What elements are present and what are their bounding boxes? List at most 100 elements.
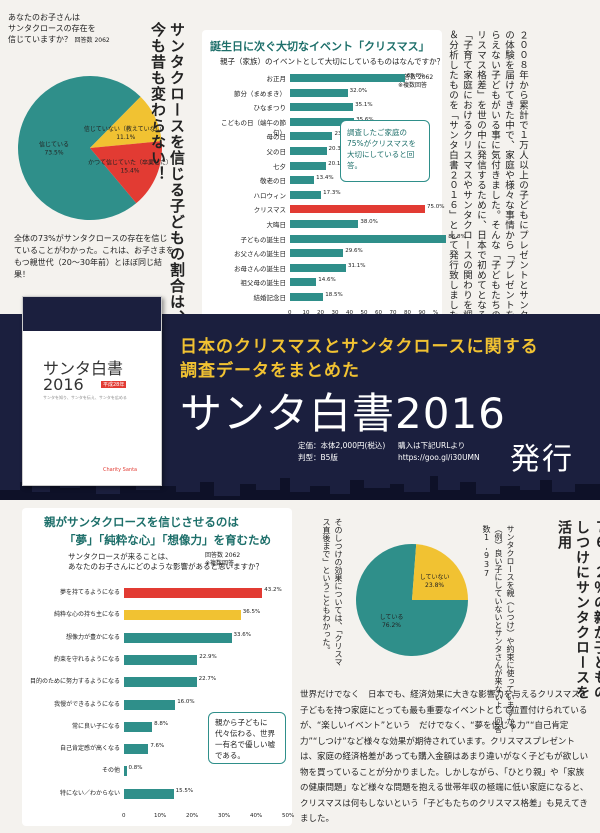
book-subtitle: サンタを知り、サンタを伝え、サンタを広める: [43, 395, 127, 400]
bar-value: 63.8%: [406, 73, 425, 79]
axis-tick-label: 60: [375, 309, 382, 316]
bar-value: 31.1%: [347, 262, 366, 269]
axis-tick-label: 40: [346, 309, 353, 316]
pie1-question-line: あなたのお子さんは: [8, 13, 80, 22]
bar-value: 35.1%: [355, 102, 373, 109]
bar-label: 子どもの誕生日: [240, 235, 287, 244]
bar-label: その他: [101, 767, 120, 775]
axis-tick-label: 20%: [186, 813, 199, 819]
chart1-callout: 調査したご家庭の75%がクリスマスを大切にしていると回答。: [340, 120, 430, 182]
bar-value: 20.3%: [328, 146, 347, 152]
chart2-question-line: サンタクロースが来ることは、: [68, 552, 173, 561]
axis-tick-label: 50%: [282, 813, 295, 819]
book-cover-header: [23, 297, 161, 331]
pie-slice-value: 76.2%: [382, 622, 401, 629]
bar-label: 敬老の日: [260, 177, 286, 186]
book-cover: サンタ白書 2016 平成28年 サンタを知り、サンタを伝え、サンタを広める C…: [22, 296, 162, 486]
bar-value: 17.3%: [323, 189, 341, 196]
axis-tick-label: 10: [302, 309, 310, 316]
chart2-legend-line: 回答数 2062: [205, 552, 241, 559]
banner-hakko: 発行: [510, 442, 574, 477]
bar: [290, 176, 315, 185]
book-badge: 平成28年: [101, 381, 127, 388]
bar: [290, 132, 333, 141]
bar-label: 大晦日: [266, 221, 287, 229]
pie-slice-label: している: [380, 614, 404, 621]
banner-line2: 調査データをまとめた: [180, 361, 360, 381]
chart1-legend: 回答数 2062 ※複数回答: [398, 74, 433, 90]
bar: [290, 234, 447, 243]
axis-tick-label: 0: [122, 813, 126, 819]
bar-label: 七夕: [273, 162, 286, 171]
axis-tick-label: 30%: [218, 813, 231, 819]
bar-value: 20.1%: [328, 160, 346, 167]
banner-url-link[interactable]: https://goo.gl/i30UMN: [398, 453, 480, 462]
chart1-title: 誕生日に次ぐ大切なイベント「クリスマス」: [210, 40, 430, 53]
bar-value: 35.6%: [356, 117, 373, 123]
bar-value: 22.7%: [198, 676, 217, 683]
bar: [290, 190, 322, 199]
bar-label: 父の日: [266, 148, 287, 156]
bar: [290, 74, 405, 82]
bar: [124, 699, 176, 710]
bar: [290, 161, 327, 170]
bar-label: 想像力が豊かになる: [65, 633, 120, 641]
bar-label: 常に良い子になる: [71, 722, 120, 730]
bar-value: 43.2%: [264, 587, 282, 593]
bar-value: 36.5%: [242, 609, 261, 616]
bar: [124, 721, 153, 732]
bar-label: 母の日: [266, 133, 287, 142]
bar-label: ひなまつり: [253, 104, 287, 113]
chart1-legend-line: 回答数 2062: [398, 74, 434, 81]
bar: [290, 205, 425, 214]
headline-bottom: ７６．２％の親が子どものしつけにサンタクロースを活用: [556, 520, 600, 700]
bar-label: お正月: [266, 75, 287, 83]
bar-label: 節分（まめまき）: [234, 89, 286, 98]
pie-slice: [90, 96, 162, 148]
chart2-question: サンタクロースが来ることは、 あなたのお子さんにどのような影響があると思いますか…: [68, 552, 263, 572]
pie-slice-value: 11.1%: [116, 134, 135, 141]
bar: [124, 610, 241, 621]
bar: [290, 103, 354, 112]
pie1-question: あなたのお子さんは サンタクロースの存在を 信じていますか？ 回答数 2062: [8, 12, 158, 46]
bar-label: クリスマス: [253, 206, 286, 215]
bar-value: 29.6%: [345, 248, 363, 255]
bar: [124, 588, 263, 598]
bar-value: 75.0%: [427, 204, 445, 211]
banner-size-text: 判型：B5版: [298, 453, 338, 462]
chart2-panel: [22, 508, 292, 826]
bar-label: 目的のために努力するようになる: [29, 678, 120, 686]
chart2-question-line: あなたのお子さんにどのような影響があると思いますか？: [68, 562, 263, 571]
bar-value: 0.8%: [128, 765, 143, 772]
pie1-question-line: 信じていますか？: [8, 35, 72, 44]
chart2-legend: 回答数 2062 ※複数回答: [205, 552, 240, 568]
bar-value: 33.6%: [233, 631, 251, 638]
pie-slice-value: 73.5%: [44, 150, 63, 157]
pie1-question-line: サンタクロースの存在を: [8, 24, 96, 33]
chart2-callout: 親から子どもに代々伝わる、世界一有名で優しい嘘である。: [208, 712, 286, 764]
axis-tick-label: 40%: [250, 813, 263, 819]
chart1-question: 親子（家族）のイベントとして大切にしているものはなんですか？: [220, 57, 445, 66]
axis-tick-label: 0: [288, 309, 292, 316]
bar-label: 特にない／わからない: [59, 789, 120, 797]
axis-tick-label: 80: [404, 309, 411, 316]
body-text: 世界だけでなく 日本でも、経済効果に大きな影響力を与えるクリスマス。子どもを持つ…: [300, 690, 589, 824]
book-brand-logo: Charity Santa: [103, 467, 138, 473]
bar-value: 22.9%: [199, 653, 217, 660]
bar: [290, 249, 344, 258]
bar-label: お母さんの誕生日: [234, 264, 286, 273]
axis-tick-label: 70: [389, 309, 397, 316]
banner-price: 定価：本体2,000円(税込) 判型：B5版: [298, 440, 385, 464]
intro-text: ２００８年から累計で１万人以上の子どもにプレゼントとサンタとの体験を届けてきた中…: [447, 30, 528, 330]
bar: [124, 654, 198, 665]
axis-tick-label: 50: [360, 309, 368, 316]
headline-top: サンタクロースを信じる子どもの割合は、今も昔も変わらない！: [149, 22, 186, 326]
bar-value: 18.5%: [325, 292, 343, 298]
pie1-note: 全体の73%がサンタクロースの存在を信じていることがわかった。これは、お子さまを…: [14, 234, 174, 279]
bar: [124, 766, 127, 777]
axis-tick-label: %: [433, 309, 439, 316]
axis-tick-label: 90: [418, 309, 426, 316]
pie-slice-value: 23.8%: [425, 582, 444, 589]
pie-slice-label: 信じている: [39, 141, 69, 149]
